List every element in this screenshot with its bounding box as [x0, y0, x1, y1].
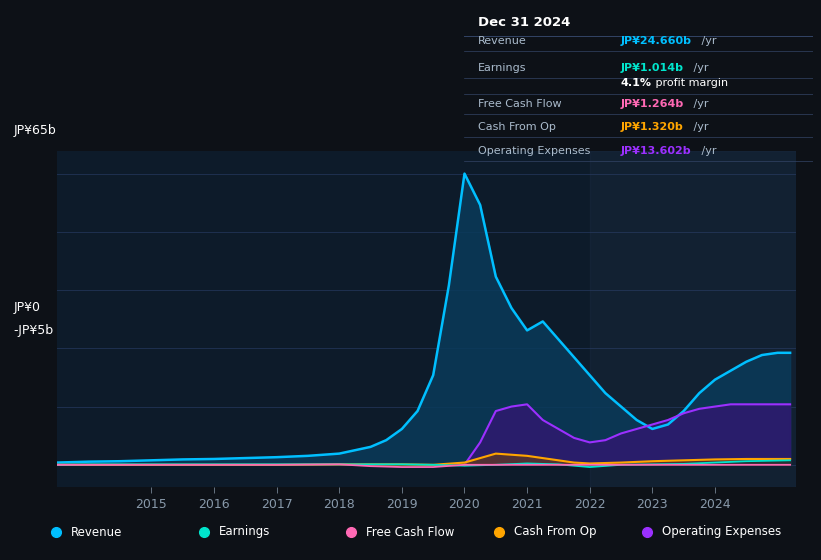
Text: Revenue: Revenue [71, 525, 122, 539]
Text: JP¥13.602b: JP¥13.602b [621, 146, 691, 156]
Text: Cash From Op: Cash From Op [478, 122, 556, 132]
Text: Dec 31 2024: Dec 31 2024 [478, 16, 571, 29]
Text: JP¥65b: JP¥65b [13, 124, 56, 137]
Text: Revenue: Revenue [478, 35, 526, 45]
Bar [589, 151, 796, 487]
Text: JP¥24.660b: JP¥24.660b [621, 35, 692, 45]
Text: JP¥1.264b: JP¥1.264b [621, 99, 684, 109]
Text: /yr: /yr [690, 63, 709, 73]
Text: -JP¥5b: -JP¥5b [13, 324, 53, 338]
Text: Earnings: Earnings [218, 525, 270, 539]
Text: Free Cash Flow: Free Cash Flow [478, 99, 562, 109]
Text: /yr: /yr [698, 35, 716, 45]
Text: Operating Expenses: Operating Expenses [478, 146, 590, 156]
Text: Operating Expenses: Operating Expenses [662, 525, 781, 539]
Text: /yr: /yr [690, 122, 709, 132]
Text: 4.1%: 4.1% [621, 78, 652, 88]
Text: Free Cash Flow: Free Cash Flow [366, 525, 455, 539]
Text: /yr: /yr [690, 99, 709, 109]
Text: JP¥0: JP¥0 [13, 301, 40, 314]
Text: Earnings: Earnings [478, 63, 526, 73]
Text: JP¥1.014b: JP¥1.014b [621, 63, 684, 73]
Text: Cash From Op: Cash From Op [514, 525, 596, 539]
Text: /yr: /yr [698, 146, 716, 156]
Text: profit margin: profit margin [653, 78, 728, 88]
Text: JP¥1.320b: JP¥1.320b [621, 122, 684, 132]
